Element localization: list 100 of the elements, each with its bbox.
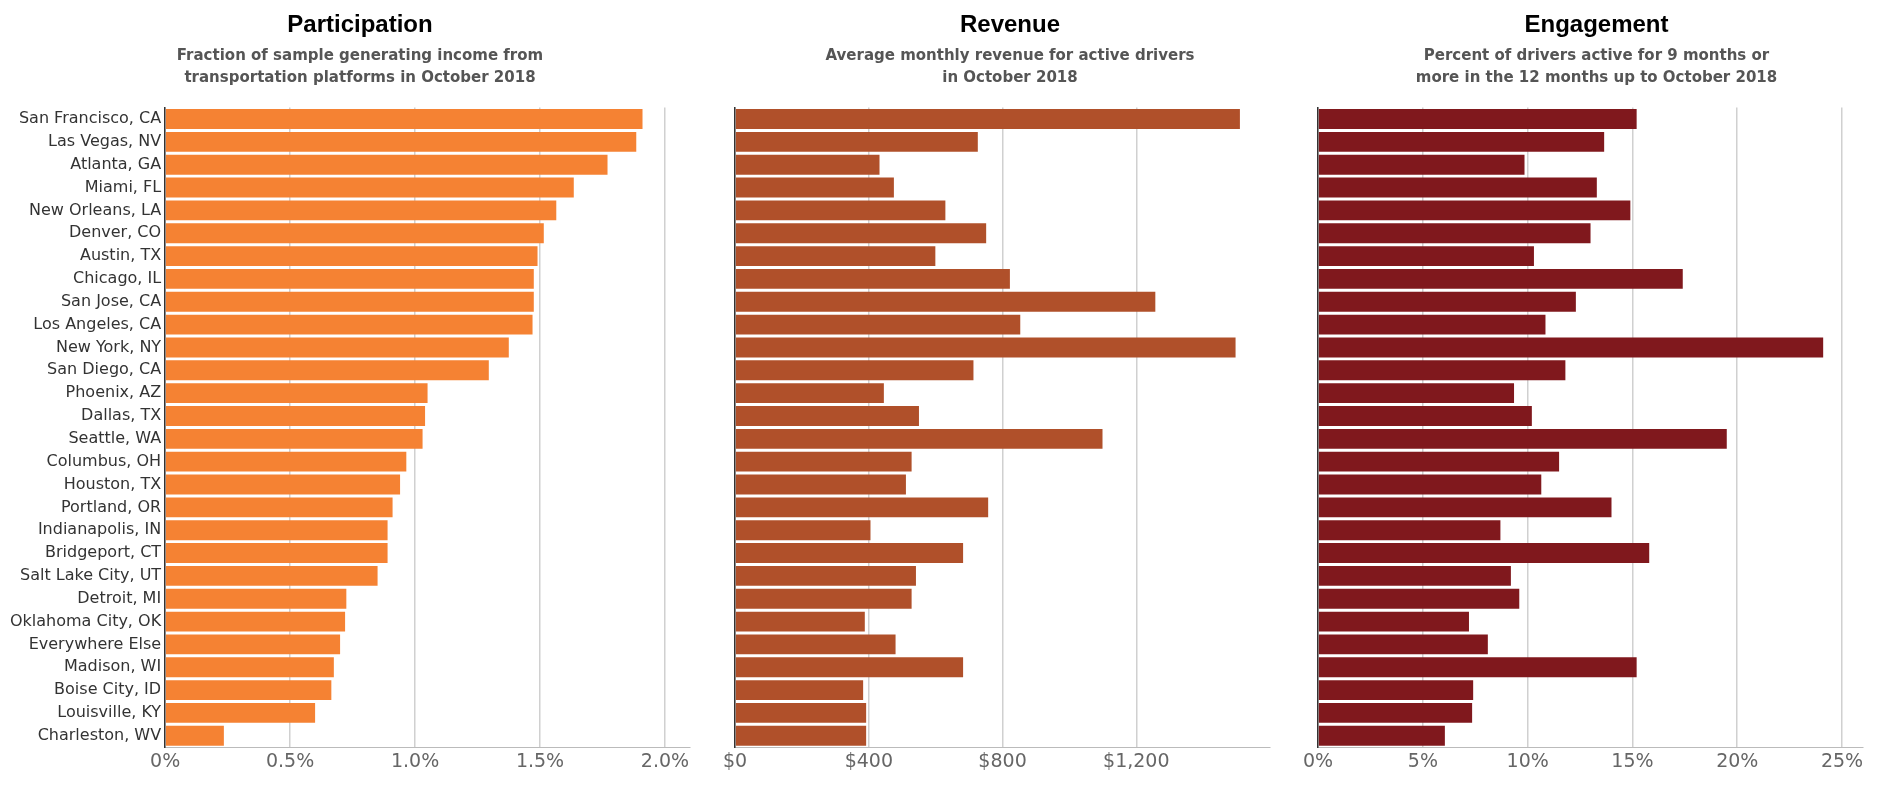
bar xyxy=(735,291,1156,312)
bar xyxy=(735,383,884,404)
bar xyxy=(1318,428,1727,449)
bar xyxy=(165,177,574,198)
bar xyxy=(735,725,867,746)
y-tick-label: Denver, CO xyxy=(68,222,162,242)
bar xyxy=(735,246,936,267)
y-tick-label: Louisville, KY xyxy=(57,702,162,722)
bar xyxy=(165,657,334,678)
bar xyxy=(165,314,533,335)
bar xyxy=(165,360,489,381)
x-tick-label: 10% xyxy=(1506,748,1549,771)
bar xyxy=(1318,520,1501,541)
y-tick-label: Chicago, IL xyxy=(73,268,162,288)
bar xyxy=(735,109,1240,129)
y-tick-label: San Francisco, CA xyxy=(18,108,162,128)
bar xyxy=(1318,268,1683,289)
bar xyxy=(165,131,637,152)
bar xyxy=(735,200,946,221)
bar xyxy=(735,703,867,723)
bar xyxy=(735,360,974,381)
bar xyxy=(735,634,896,655)
x-tick-label: 1.5% xyxy=(515,748,565,771)
bar xyxy=(165,154,608,175)
bar xyxy=(735,520,871,541)
bar xyxy=(735,223,987,244)
bar xyxy=(165,200,557,221)
bar xyxy=(165,109,643,129)
y-tick-label: Oklahoma City, OK xyxy=(9,610,162,630)
y-tick-label: Boise City, ID xyxy=(54,679,162,699)
bar xyxy=(1318,131,1605,152)
bar xyxy=(165,223,544,244)
bar xyxy=(1318,474,1542,495)
y-tick-label: New York, NY xyxy=(55,336,162,356)
y-tick-label: New Orleans, LA xyxy=(29,199,162,219)
bar xyxy=(735,588,912,609)
bar xyxy=(1318,406,1532,426)
y-tick-label: Everywhere Else xyxy=(28,633,162,653)
bar xyxy=(1318,337,1824,358)
bar xyxy=(165,406,426,426)
bar xyxy=(735,131,978,152)
bar xyxy=(1318,246,1534,267)
bar xyxy=(735,428,1103,449)
bar xyxy=(1318,634,1488,655)
bar xyxy=(735,657,964,678)
bar xyxy=(165,703,316,723)
bar xyxy=(165,543,388,563)
y-tick-label: Salt Lake City, UT xyxy=(20,565,162,585)
x-tick-label: 20% xyxy=(1716,748,1759,771)
bar xyxy=(1318,109,1637,129)
chart-subtitle: Average monthly revenue for active drivers in October 2018 xyxy=(825,45,1195,88)
bar xyxy=(165,520,388,541)
y-tick-label: Madison, WI xyxy=(63,656,162,676)
x-tick-label: 0% xyxy=(1302,748,1334,771)
bar xyxy=(1318,543,1650,563)
y-tick-label: Seattle, WA xyxy=(68,427,162,447)
x-tick-label: 15% xyxy=(1611,748,1654,771)
x-tick-label: 5% xyxy=(1407,748,1438,771)
y-tick-label: Bridgeport, CT xyxy=(45,542,162,562)
bar xyxy=(165,634,341,655)
chart-title: Engagement xyxy=(1524,10,1669,39)
bar xyxy=(735,406,919,426)
bar xyxy=(735,565,916,586)
bar xyxy=(165,680,332,701)
bar xyxy=(165,588,347,609)
bar xyxy=(165,611,346,632)
bar xyxy=(1318,725,1445,746)
bar xyxy=(735,497,989,518)
bar xyxy=(165,451,407,472)
x-tick-label: 0% xyxy=(150,748,181,771)
bar xyxy=(735,611,865,632)
y-tick-label: Miami, FL xyxy=(84,176,162,196)
bar xyxy=(165,337,509,358)
bar xyxy=(1318,314,1546,335)
y-tick-label: Houston, TX xyxy=(63,473,162,493)
bar xyxy=(1318,657,1637,678)
bar xyxy=(1318,177,1597,198)
y-tick-label: Portland, OR xyxy=(60,496,162,516)
y-tick-label: San Diego, CA xyxy=(47,359,162,379)
bar xyxy=(165,497,393,518)
y-tick-label: Phoenix, AZ xyxy=(65,382,162,402)
bar xyxy=(735,314,1021,335)
y-tick-label: Las Vegas, NV xyxy=(48,131,162,151)
bar xyxy=(1318,588,1520,609)
bar xyxy=(1318,223,1591,244)
bar xyxy=(1318,611,1469,632)
chart-subtitle: Percent of drivers active for 9 months or more in the 12 months up to October 2018 xyxy=(1414,45,1779,88)
bar xyxy=(165,268,534,289)
bar xyxy=(1318,291,1576,312)
x-tick-label: $1,200 xyxy=(1103,748,1170,771)
bar xyxy=(1318,703,1473,723)
bar xyxy=(735,177,894,198)
y-tick-label: Austin, TX xyxy=(79,245,162,265)
y-tick-label: San Jose, CA xyxy=(60,290,162,310)
bar xyxy=(735,474,906,495)
bar xyxy=(735,337,1236,358)
bar xyxy=(735,680,864,701)
y-tick-label: Dallas, TX xyxy=(81,405,162,425)
bar xyxy=(1318,565,1511,586)
x-tick-label: $400 xyxy=(844,748,893,771)
